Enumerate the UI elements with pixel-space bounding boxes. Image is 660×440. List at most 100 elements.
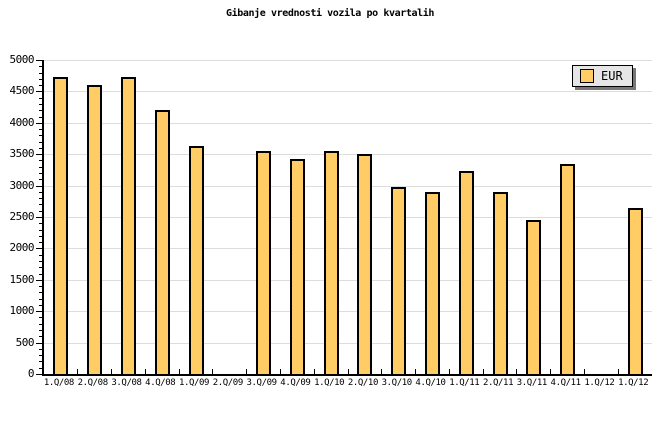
x-axis-tick-label: 2.Q/10 (347, 378, 379, 388)
x-axis-tick (313, 369, 315, 374)
y-axis-minor-tick (39, 223, 42, 225)
x-axis-tick-label: 4.Q/08 (145, 378, 176, 388)
bar (424, 191, 440, 374)
x-axis-tick (516, 369, 518, 374)
y-axis-minor-tick (39, 103, 42, 105)
x-axis-tick-label: 2.Q/08 (77, 378, 109, 388)
y-axis-minor-tick (39, 317, 42, 319)
x-axis-tick (550, 369, 552, 374)
y-axis-tick (36, 60, 42, 61)
y-axis-tick-label: 4000 (9, 115, 35, 129)
gridline (44, 60, 652, 61)
bar (526, 220, 542, 374)
y-axis-tick-label: 1000 (9, 304, 35, 318)
y-axis-minor-tick (39, 78, 42, 80)
x-axis-tick-label: 4.Q/11 (550, 378, 582, 388)
bar (53, 77, 69, 374)
gridline (44, 122, 652, 124)
y-axis-minor-tick (39, 242, 42, 244)
y-axis-tick-label: 1500 (9, 272, 35, 286)
y-axis-tick (36, 279, 42, 281)
y-axis-minor-tick (39, 304, 42, 306)
x-axis-tick-label: 1.Q/10 (314, 378, 345, 388)
gridline (44, 311, 652, 313)
y-axis-minor-tick (39, 286, 42, 288)
y-axis-minor-tick (39, 110, 42, 112)
bar (560, 163, 576, 374)
x-axis-tick (415, 369, 417, 374)
bar (289, 158, 305, 374)
y-axis-minor-tick (39, 160, 42, 162)
y-axis-minor-tick (39, 254, 42, 256)
x-axis-tick-label: 1.Q/11 (449, 378, 480, 388)
x-axis-tick (279, 369, 281, 374)
y-axis-minor-tick (39, 292, 42, 294)
bar (120, 77, 136, 374)
bar (87, 85, 103, 374)
plot-area: 0 500 1000 1500 2000 2500 3000 3500 4000 4500 5000 (10, 54, 652, 380)
x-axis-tick-label: 2.Q/11 (482, 378, 514, 388)
y-axis-minor-tick (39, 330, 42, 332)
x-axis-tick (617, 369, 619, 374)
gridline (44, 217, 652, 218)
y-axis-minor-tick (39, 361, 42, 363)
x-axis-tick-label: 4.Q/09 (280, 378, 311, 388)
x-axis-tick (144, 369, 146, 374)
y-axis-tick (36, 217, 42, 218)
y-axis-minor-tick (39, 66, 42, 68)
x-axis-tick-label: 1.Q/08 (43, 378, 75, 388)
y-axis-tick (36, 342, 42, 344)
x-axis-tick (178, 369, 180, 374)
bar (492, 191, 508, 374)
x-axis-tick (111, 369, 113, 374)
x-axis-tick (246, 369, 248, 374)
x-axis-labels: 1.Q/08 2.Q/08 3.Q/08 4.Q/08 1.Q/09 2.Q/09 3.Q/… (42, 378, 650, 388)
x-axis-tick-label: 3.Q/11 (516, 378, 548, 388)
gridline (44, 91, 652, 93)
y-axis-minor-tick (39, 116, 42, 118)
y-axis-tick (36, 91, 42, 93)
y-axis-minor-tick (39, 273, 42, 275)
y-axis-minor-tick (39, 97, 42, 99)
y-axis-minor-tick (39, 85, 42, 87)
bar (323, 151, 339, 374)
y-axis-tick-label: 2000 (9, 241, 35, 255)
legend-label: EUR (601, 69, 623, 83)
gridline (44, 185, 652, 187)
y-axis-tick (36, 154, 42, 156)
bar (188, 146, 204, 374)
gridline (44, 342, 652, 344)
y-axis-minor-tick (39, 198, 42, 200)
gridline (44, 154, 652, 156)
y-axis-tick (36, 122, 42, 124)
gridline (44, 248, 652, 250)
y-axis-minor-tick (39, 72, 42, 74)
x-axis-tick-label: 1.Q/12 (584, 378, 615, 388)
y-axis-tick (36, 248, 42, 250)
x-axis-tick (347, 369, 349, 374)
y-axis-tick (36, 185, 42, 187)
x-axis-tick-label: 4.Q/10 (415, 378, 446, 388)
y-axis-tick-label: 0 (27, 367, 35, 380)
y-axis-tick-label: 3500 (9, 147, 35, 161)
bar (154, 110, 170, 374)
x-axis-tick-label: 1.Q/12 (618, 378, 649, 388)
x-axis-tick (77, 369, 79, 374)
y-axis-minor-tick (39, 179, 42, 181)
x-axis-tick (212, 369, 214, 374)
y-axis-minor-tick (39, 147, 42, 149)
bar (627, 207, 643, 374)
x-axis-tick-label: 1.Q/09 (178, 378, 210, 388)
bar (391, 187, 407, 374)
y-axis-minor-tick (39, 367, 42, 369)
y-axis-tick (36, 311, 42, 313)
y-axis-minor-tick (39, 298, 42, 300)
x-axis-tick-label: 3.Q/08 (111, 378, 142, 388)
y-axis-tick-label: 3000 (9, 178, 35, 192)
y-axis-tick-label: 5000 (9, 53, 35, 66)
y-axis-minor-tick (39, 355, 42, 357)
y-axis-minor-tick (39, 210, 42, 212)
x-axis-tick (583, 369, 585, 374)
y-axis-minor-tick (39, 235, 42, 237)
